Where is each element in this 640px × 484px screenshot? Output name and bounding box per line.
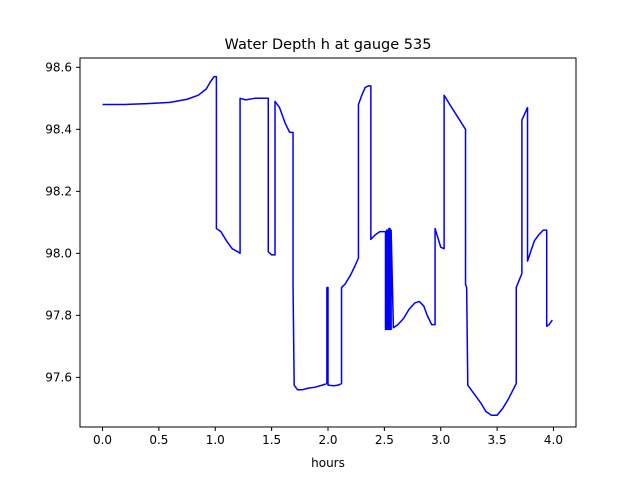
x-tick-label: 4.0 [544, 433, 563, 447]
x-tick-label: 0.0 [93, 433, 112, 447]
ticks-layer: 0.0 0.5 1.0 1.5 2.0 2.5 3.0 3.5 4.0 97.6 97.8 98.0 9… [45, 60, 563, 447]
x-tick-label: 3.0 [431, 433, 450, 447]
x-tick-label: 1.5 [262, 433, 281, 447]
x-tick-label: 0.5 [149, 433, 168, 447]
y-tick-label: 98.2 [45, 184, 72, 198]
y-tick-label: 98.6 [45, 60, 72, 74]
chart-title: Water Depth h at gauge 535 [225, 37, 432, 53]
y-tick-label: 98.4 [45, 122, 72, 136]
y-tick-label: 97.8 [45, 308, 72, 322]
series-line-0 [102, 75, 553, 416]
y-tick-label: 98.0 [45, 246, 72, 260]
plot-frame [79, 57, 577, 428]
x-axis-label: hours [311, 456, 345, 470]
y-tick-label: 97.6 [45, 370, 72, 384]
series-layer [102, 75, 553, 416]
x-tick-label: 2.0 [318, 433, 337, 447]
x-tick-label: 1.0 [206, 433, 225, 447]
x-tick-label: 2.5 [375, 433, 394, 447]
x-tick-label: 3.5 [488, 433, 507, 447]
